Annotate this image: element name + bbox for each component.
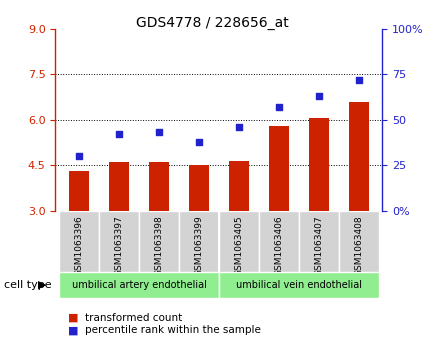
Text: GSM1063396: GSM1063396 (75, 216, 84, 276)
FancyBboxPatch shape (179, 211, 219, 272)
Bar (348, 102, 368, 301)
Text: cell type: cell type (4, 280, 52, 290)
FancyBboxPatch shape (259, 211, 299, 272)
Text: ■: ■ (68, 325, 79, 335)
Point (116, 131, 122, 137)
Text: GSM1063397: GSM1063397 (115, 216, 124, 276)
Text: GSM1063405: GSM1063405 (234, 216, 244, 276)
Text: GSM1063398: GSM1063398 (155, 216, 164, 276)
Text: GSM1063399: GSM1063399 (194, 216, 204, 276)
Bar (109, 162, 129, 301)
Point (76, 153, 82, 159)
FancyBboxPatch shape (219, 272, 379, 298)
Text: umbilical vein endothelial: umbilical vein endothelial (236, 280, 362, 290)
Bar (309, 118, 329, 301)
FancyBboxPatch shape (219, 211, 259, 272)
Point (275, 104, 282, 110)
FancyBboxPatch shape (299, 211, 339, 272)
FancyBboxPatch shape (59, 211, 99, 272)
Point (156, 130, 162, 135)
Point (196, 139, 202, 144)
Bar (269, 126, 289, 301)
Point (355, 77, 362, 83)
FancyBboxPatch shape (59, 272, 219, 298)
Text: umbilical artery endothelial: umbilical artery endothelial (72, 280, 207, 290)
Text: GSM1063406: GSM1063406 (274, 216, 283, 276)
Bar (189, 165, 209, 301)
Bar (149, 162, 169, 301)
Text: GSM1063408: GSM1063408 (354, 216, 363, 276)
FancyBboxPatch shape (139, 211, 179, 272)
Bar (229, 160, 249, 301)
Text: percentile rank within the sample: percentile rank within the sample (85, 325, 261, 335)
FancyBboxPatch shape (99, 211, 139, 272)
Text: ▶: ▶ (38, 280, 47, 290)
Point (315, 93, 322, 99)
Text: ■: ■ (68, 313, 79, 323)
Point (235, 124, 242, 130)
Text: GSM1063407: GSM1063407 (314, 216, 323, 276)
Text: transformed count: transformed count (85, 313, 182, 323)
Text: GDS4778 / 228656_at: GDS4778 / 228656_at (136, 16, 289, 30)
Bar (69, 171, 89, 301)
FancyBboxPatch shape (339, 211, 379, 272)
